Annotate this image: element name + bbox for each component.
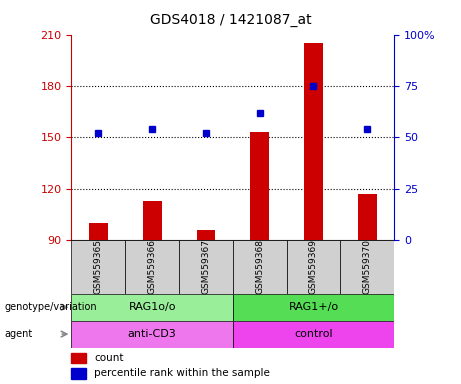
Text: GSM559370: GSM559370	[363, 239, 372, 295]
Bar	[143, 200, 161, 240]
FancyBboxPatch shape	[71, 294, 233, 321]
FancyBboxPatch shape	[287, 240, 340, 294]
Text: GSM559366: GSM559366	[148, 239, 157, 295]
Bar	[71, 368, 86, 379]
Text: GSM559368: GSM559368	[255, 239, 264, 295]
Bar	[89, 223, 108, 240]
Text: GDS4018 / 1421087_at: GDS4018 / 1421087_at	[150, 13, 311, 27]
Bar	[304, 43, 323, 240]
FancyBboxPatch shape	[233, 240, 287, 294]
Text: GSM559369: GSM559369	[309, 239, 318, 295]
Text: percentile rank within the sample: percentile rank within the sample	[94, 368, 270, 378]
Bar	[196, 230, 215, 240]
FancyBboxPatch shape	[125, 240, 179, 294]
FancyBboxPatch shape	[179, 240, 233, 294]
Text: count: count	[94, 353, 124, 363]
FancyBboxPatch shape	[233, 294, 394, 321]
Text: RAG1o/o: RAG1o/o	[128, 302, 176, 312]
FancyBboxPatch shape	[340, 240, 394, 294]
Text: control: control	[294, 329, 333, 339]
Bar	[71, 353, 86, 363]
FancyBboxPatch shape	[71, 321, 233, 348]
Text: agent: agent	[5, 329, 33, 339]
Text: GSM559365: GSM559365	[94, 239, 103, 295]
Text: GSM559367: GSM559367	[201, 239, 210, 295]
Bar	[358, 194, 377, 240]
Text: anti-CD3: anti-CD3	[128, 329, 177, 339]
Bar	[250, 132, 269, 240]
FancyBboxPatch shape	[233, 321, 394, 348]
Text: RAG1+/o: RAG1+/o	[289, 302, 338, 312]
Text: genotype/variation: genotype/variation	[5, 302, 97, 312]
FancyBboxPatch shape	[71, 240, 125, 294]
